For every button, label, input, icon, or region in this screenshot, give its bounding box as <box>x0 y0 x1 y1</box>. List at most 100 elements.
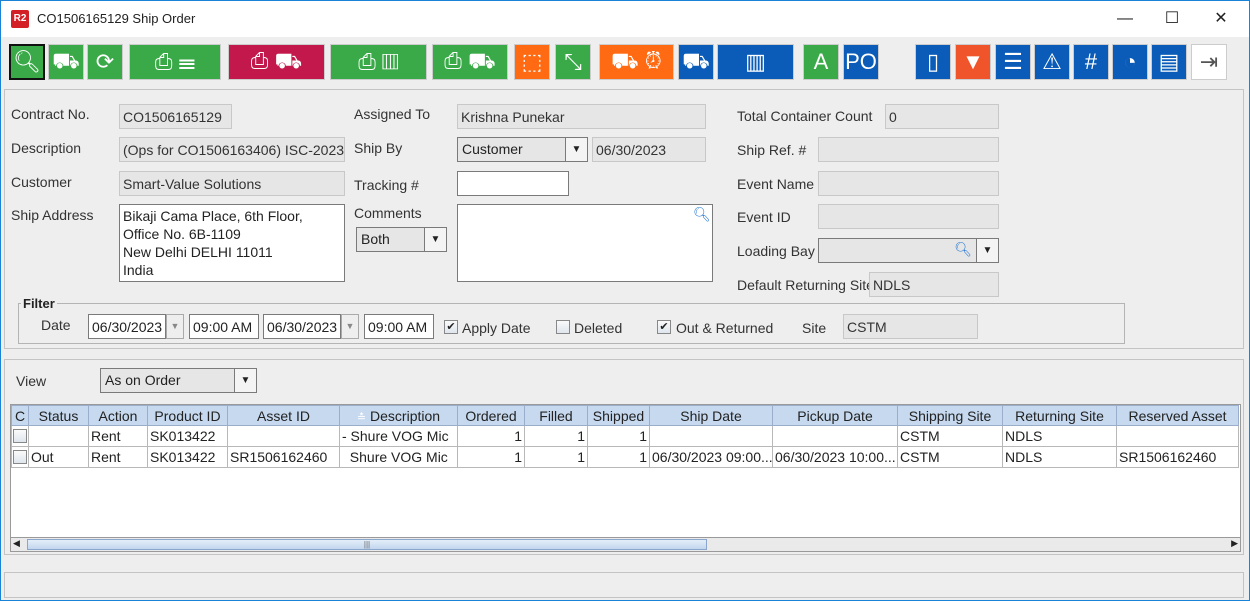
cell-ship-date[interactable] <box>649 425 773 447</box>
print-list-button[interactable]: ⎙ ☰ <box>129 44 221 80</box>
column-header-returning-site[interactable]: Returning Site <box>1002 405 1117 426</box>
ship-by-select[interactable]: Customer ▼ <box>457 137 588 162</box>
row-checkbox[interactable] <box>13 450 27 464</box>
chevron-down-icon[interactable]: ▼ <box>976 239 998 262</box>
cell-pickup-date[interactable] <box>772 425 898 447</box>
table-row[interactable]: Rent SK013422- Shure VOG Mic 1 1 1 CSTM NDLS <box>11 425 1239 447</box>
cell-status[interactable] <box>28 425 89 447</box>
close-button[interactable]: ✕ <box>1214 10 1228 27</box>
cell-asset-id[interactable] <box>227 425 340 447</box>
print-truck-clock-button[interactable]: ⎙ ⛟ <box>432 44 508 80</box>
cell-reserved-asset[interactable]: SR1506162460 <box>1116 446 1239 468</box>
cell-asset-id[interactable]: SR1506162460 <box>227 446 340 468</box>
cell-c[interactable] <box>11 425 29 447</box>
cell-description[interactable]: Shure VOG Mic <box>339 446 458 468</box>
scroll-left-arrow[interactable]: ◀ <box>13 538 20 548</box>
cell-action[interactable]: Rent <box>88 425 148 447</box>
scrollbar-thumb[interactable]: ||| <box>27 539 707 550</box>
cell-reserved-asset[interactable] <box>1116 425 1239 447</box>
column-header-c[interactable]: C <box>11 405 29 426</box>
book-button[interactable]: ▯ <box>915 44 951 80</box>
print-truck-clock-icon: ⎙ ⛟ <box>444 47 496 73</box>
view-select[interactable]: As on Order ▼ <box>100 368 257 393</box>
print-truck-check-button[interactable]: ⎙ ⛟ <box>228 44 325 80</box>
horizontal-scrollbar[interactable]: ◀ ||| ▶ <box>10 537 1241 552</box>
refresh-button[interactable]: ⟳ <box>87 44 123 80</box>
column-header-action[interactable]: Action <box>88 405 148 426</box>
from-date-dropdown[interactable]: ▼ <box>166 314 184 339</box>
search-icon[interactable]: 🔍︎ <box>954 241 972 257</box>
sort-icon[interactable]: ≛ <box>356 411 367 424</box>
hand-truck-button[interactable]: ⛟ <box>48 44 84 80</box>
chevron-down-icon[interactable]: ▼ <box>565 138 587 161</box>
cell-product-id[interactable]: SK013422 <box>147 446 228 468</box>
cell-filled[interactable]: 1 <box>524 446 588 468</box>
st-truck-button[interactable]: ⛟ <box>678 44 714 80</box>
cell-returning-site[interactable]: NDLS <box>1002 446 1117 468</box>
apply-date-checkbox[interactable]: ✔ <box>444 320 458 334</box>
column-header-product-id[interactable]: Product ID <box>147 405 228 426</box>
column-header-description[interactable]: ≛ Description <box>339 405 458 426</box>
chevron-down-icon[interactable]: ▼ <box>424 228 446 251</box>
column-header-shipping-site[interactable]: Shipping Site <box>897 405 1003 426</box>
column-header-status[interactable]: Status <box>28 405 89 426</box>
print-container-button[interactable]: ⎙ ▥ <box>330 44 427 80</box>
maximize-button[interactable]: ☐ <box>1164 10 1180 27</box>
search-button[interactable]: 🔍︎ <box>9 44 45 80</box>
cell-product-id[interactable]: SK013422 <box>147 425 228 447</box>
cell-ship-date[interactable]: 06/30/2023 09:00... <box>649 446 773 468</box>
loading-bay-select[interactable]: 🔍︎ ▼ <box>818 238 999 263</box>
chevron-down-icon[interactable]: ▼ <box>234 369 256 392</box>
collapse-button[interactable]: ⤡ <box>555 44 591 80</box>
column-header-ordered[interactable]: Ordered <box>457 405 525 426</box>
column-header-pickup-date[interactable]: Pickup Date <box>772 405 898 426</box>
cell-pickup-date[interactable]: 06/30/2023 10:00... <box>772 446 898 468</box>
search-icon[interactable]: 🔍︎ <box>693 206 711 222</box>
cell-returning-site[interactable]: NDLS <box>1002 425 1117 447</box>
comment-button[interactable]: ▤ <box>1151 44 1187 80</box>
column-header-filled[interactable]: Filled <box>524 405 588 426</box>
out-returned-checkbox[interactable]: ✔ <box>657 320 671 334</box>
cell-ordered[interactable]: 1 <box>457 425 525 447</box>
ship-address-field[interactable]: Bikaji Cama Place, 6th Floor, Office No.… <box>119 204 345 282</box>
tracking-input[interactable] <box>457 171 569 196</box>
table-row[interactable]: Out Rent SK013422 SR1506162460 Shure VOG Mi… <box>11 446 1239 468</box>
cell-filled[interactable]: 1 <box>524 425 588 447</box>
comments-filter-select[interactable]: Both ▼ <box>356 227 447 252</box>
cell-shipping-site[interactable]: CSTM <box>897 446 1003 468</box>
hash-button[interactable]: # <box>1073 44 1109 80</box>
truck-alarm-button[interactable]: ⛟ ⏰︎ <box>599 44 674 80</box>
minimize-button[interactable]: — <box>1117 10 1133 27</box>
expand-a-button[interactable]: A <box>803 44 839 80</box>
to-date-input[interactable]: 06/30/2023 <box>263 314 341 339</box>
cell-ordered[interactable]: 1 <box>457 446 525 468</box>
cell-description[interactable]: - Shure VOG Mic <box>339 425 458 447</box>
po-view-button[interactable]: PO <box>843 44 879 80</box>
warning-eye-button[interactable]: ⚠︎ <box>1034 44 1070 80</box>
cell-action[interactable]: Rent <box>88 446 148 468</box>
open-box-button[interactable]: ⬚ <box>514 44 550 80</box>
comments-textarea[interactable] <box>457 204 713 282</box>
filter-button[interactable]: ▼ <box>955 44 991 80</box>
container-button[interactable]: ▥ <box>717 44 794 80</box>
column-header-reserved-asset[interactable]: Reserved Asset <box>1116 405 1239 426</box>
column-header-ship-date[interactable]: Ship Date <box>649 405 773 426</box>
column-label: Pickup Date <box>797 407 873 424</box>
cell-shipped[interactable]: 1 <box>587 446 650 468</box>
scroll-right-arrow[interactable]: ▶ <box>1231 538 1238 548</box>
column-header-shipped[interactable]: Shipped <box>587 405 650 426</box>
column-header-asset-id[interactable]: Asset ID <box>227 405 340 426</box>
list-button[interactable]: ☰ <box>995 44 1031 80</box>
deleted-checkbox[interactable] <box>556 320 570 334</box>
cell-c[interactable] <box>11 446 29 468</box>
exit-button[interactable]: ⇥ <box>1191 44 1227 80</box>
cell-shipping-site[interactable]: CSTM <box>897 425 1003 447</box>
gauge-button[interactable]: ◔ <box>1112 44 1148 80</box>
from-time-input[interactable]: 09:00 AM <box>189 314 259 339</box>
row-checkbox[interactable] <box>13 429 27 443</box>
from-date-input[interactable]: 06/30/2023 <box>88 314 166 339</box>
cell-shipped[interactable]: 1 <box>587 425 650 447</box>
to-date-dropdown[interactable]: ▼ <box>341 314 359 339</box>
cell-status[interactable]: Out <box>28 446 89 468</box>
to-time-input[interactable]: 09:00 AM <box>364 314 434 339</box>
